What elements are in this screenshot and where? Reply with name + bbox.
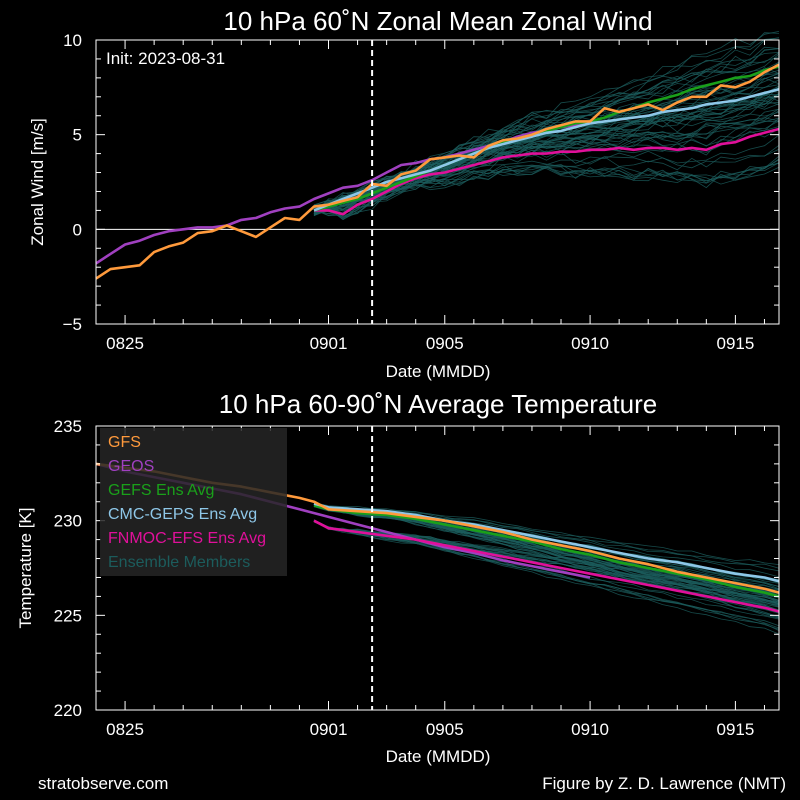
series-lines [95,63,780,280]
ensemble-member-line [313,48,780,209]
axis-ticks: 0825 0901 0905 0910 0915 220 225 230 235 [54,417,779,739]
ensemble-member-line [313,521,780,635]
chart-title: 10 hPa 60-90˚N Average Temperature [219,389,657,419]
series-line-fnmoc-efs-ens-avg [314,127,780,216]
y-tick-label: −5 [63,315,82,334]
y-tick-label: 235 [54,417,82,436]
zonal-wind-chart: 10 hPa 60˚N Zonal Mean Zonal Wind 0825 09… [28,6,780,381]
ensemble-member-line [313,505,780,605]
x-tick-label: 0825 [106,720,144,739]
x-axis-label: Date (MMDD) [386,747,491,766]
legend: GFS GEOS GEFS Ens Avg CMC-GEPS Ens Avg FNMOC… [100,428,287,576]
x-tick-label: 0905 [426,720,464,739]
site-credit: stratobserve.com [38,774,169,793]
ensemble-member-line [313,158,780,216]
ensemble-member-line [313,505,780,614]
chart-title: 10 hPa 60˚N Zonal Mean Zonal Wind [223,6,652,36]
series-line-fnmoc-efs-ens-avg [313,519,780,613]
y-tick-label: 10 [63,31,82,50]
init-annotation: Init: 2023-08-31 [106,49,225,68]
x-tick-label: 0915 [716,720,754,739]
y-axis-label: Zonal Wind [m/s] [28,118,47,246]
series-line-gefs-ens-avg [313,504,780,598]
x-tick-label: 0901 [310,334,348,353]
author-credit: Figure by Z. D. Lawrence (NMT) [542,774,786,793]
legend-entry: GFS [108,434,141,451]
y-tick-label: 230 [54,512,82,531]
axis-ticks: 0825 0901 0905 0910 0915 −5 0 5 10 [63,31,779,353]
plot-frame [95,425,780,711]
ensemble-member-line [313,155,780,219]
ensemble-member-line [313,94,780,215]
series-line-cmc-geps-ens-avg [313,502,780,583]
ensemble-member-line [313,520,780,629]
x-tick-label: 0915 [716,334,754,353]
ensemble-members [313,31,780,221]
y-tick-label: 5 [73,126,82,145]
legend-box [100,428,287,576]
x-axis-label: Date (MMDD) [386,362,491,381]
temperature-chart: 10 hPa 60-90˚N Average Temperature 0825 0… [16,389,780,766]
ensemble-member-line [313,519,780,617]
x-tick-label: 0905 [426,334,464,353]
ensemble-member-line [313,134,780,218]
series-line-gefs-ens-avg [313,65,780,212]
x-tick-label: 0910 [571,334,609,353]
x-tick-label: 0825 [106,334,144,353]
plot-frame [95,39,780,325]
legend-entry: CMC-GEPS Ens Avg [108,506,257,523]
series-line-gfs [95,63,780,280]
x-tick-label: 0901 [310,720,348,739]
x-tick-label: 0910 [571,720,609,739]
ensemble-member-line [313,166,780,216]
y-tick-label: 225 [54,606,82,625]
legend-entry: Ensemble Members [108,554,250,571]
ensemble-member-line [313,519,780,631]
ensemble-member-line [313,502,780,565]
ensemble-member-line [313,126,780,215]
y-tick-label: 220 [54,701,82,720]
ensemble-member-line [313,79,780,216]
y-axis-label: Temperature [K] [16,508,35,629]
legend-entry: GEFS Ens Avg [108,482,214,499]
y-tick-label: 0 [73,220,82,239]
ensemble-member-line [313,108,780,216]
legend-entry: FNMOC-EFS Ens Avg [108,530,266,547]
legend-entry: GEOS [108,458,154,475]
